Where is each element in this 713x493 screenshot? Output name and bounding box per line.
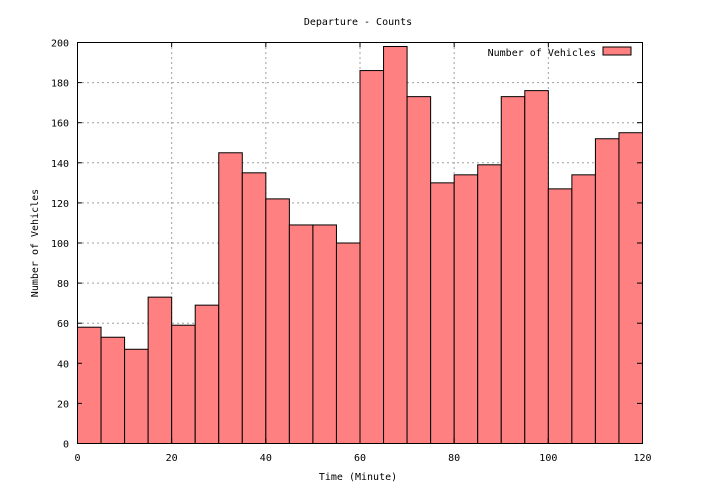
x-tick-label: 100 [539,453,557,464]
x-tick-labels: 0 20 40 60 80 100 120 [74,453,651,464]
y-tick-label: 140 [51,159,69,170]
y-tick-label: 80 [57,279,69,290]
bar [500,96,526,444]
y-tick-label: 200 [51,39,69,50]
legend: Number of Vehicles [488,46,632,59]
bar [430,182,455,444]
y-tick-label: 20 [57,399,69,410]
bars [77,46,643,445]
x-axis-label: Time (Minute) [319,472,397,483]
x-tick-label: 80 [448,453,460,464]
y-tick-label: 60 [57,319,69,330]
bar [265,198,290,444]
bar [218,152,243,444]
y-tick-label: 0 [63,440,69,451]
bar [241,172,267,444]
bar [77,326,102,444]
bar [194,304,220,444]
y-tick-labels: 0 20 40 60 80 100 120 140 160 180 200 [51,39,69,451]
y-axis-label: Number of Vehicles [30,189,41,297]
y-tick-label: 160 [51,119,69,130]
y-tick-label: 180 [51,79,69,90]
axis-ticks [77,42,643,444]
y-tick-label: 120 [51,199,69,210]
bar [359,70,385,444]
bar [571,174,596,445]
x-tick-label: 20 [166,453,178,464]
bar [524,90,549,445]
bar [594,138,620,445]
y-tick-label: 40 [57,359,69,370]
bar [477,164,502,444]
bar [147,296,173,445]
bar [100,336,126,444]
bar [453,174,479,445]
bar [383,46,408,444]
bar [547,188,573,444]
x-tick-label: 0 [74,453,80,464]
x-tick-label: 40 [260,453,272,464]
legend-label: Number of Vehicles [488,48,596,59]
bar [335,242,361,444]
legend-swatch [602,46,632,56]
y-tick-label: 100 [51,239,69,250]
chart-title: Departure - Counts [304,17,412,28]
bar [406,96,432,444]
bar [124,348,149,445]
x-tick-label: 120 [633,453,651,464]
bar [171,324,196,444]
bar [618,132,643,444]
x-tick-label: 60 [354,453,366,464]
bar [312,224,337,444]
bar [288,224,314,444]
